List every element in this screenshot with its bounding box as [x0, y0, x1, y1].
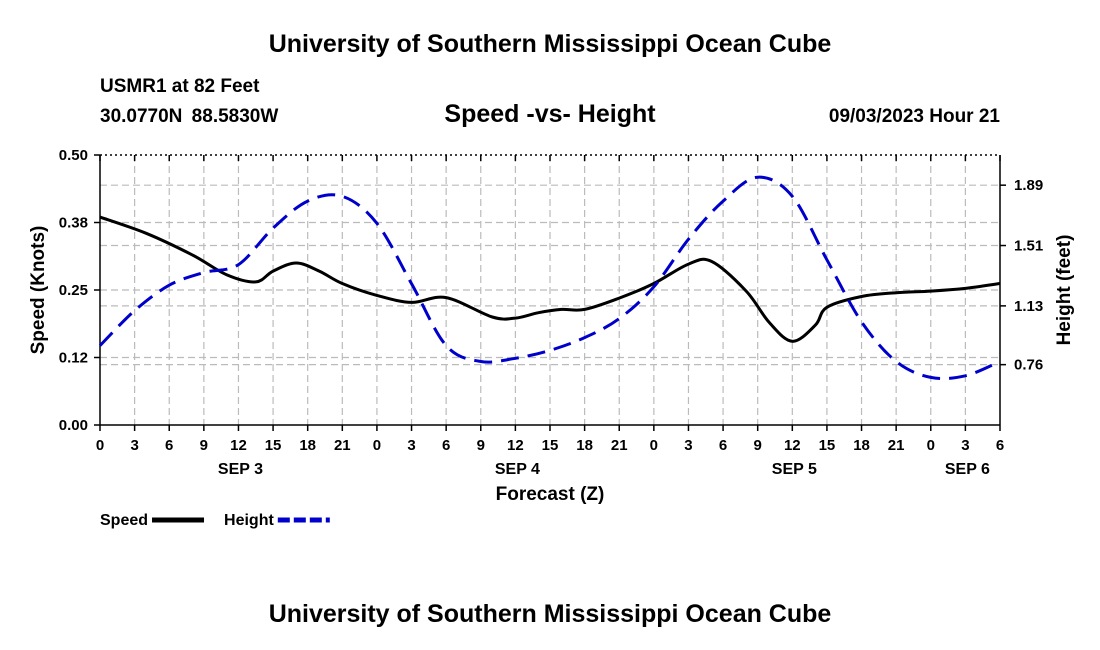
footer-title: University of Southern Mississippi Ocean…: [268, 600, 832, 628]
x-tick-label: 6: [719, 437, 727, 454]
station-coordinates: 30.0770N 88.5830W: [100, 106, 279, 127]
legend: Speed Height: [100, 512, 330, 529]
x-tick-label: 3: [407, 437, 415, 454]
x-tick-label: 6: [442, 437, 450, 454]
x-tick-label: 0: [373, 437, 381, 454]
x-tick-label: 9: [754, 437, 762, 454]
x-tick-label: 6: [996, 437, 1004, 454]
y-tick-label: 0.38: [59, 215, 88, 232]
series-line-speed: [99, 215, 1001, 343]
chart-title: Speed -vs- Height: [444, 100, 656, 128]
x-axis-title: Forecast (Z): [496, 484, 605, 505]
x-tick-label: 21: [334, 437, 351, 454]
y2-tick-label: 1.13: [1014, 298, 1043, 315]
date-label: SEP 3: [218, 461, 263, 478]
series-line-height: [98, 175, 1001, 381]
y-tick-label: 0.00: [59, 417, 88, 434]
x-tick-label: 21: [611, 437, 628, 454]
x-tick-label: 0: [927, 437, 935, 454]
grid-lines: [100, 155, 1000, 425]
forecast-datetime: 09/03/2023 Hour 21: [828, 106, 1000, 127]
x-tick-label: 15: [819, 437, 836, 454]
legend-label-speed: Speed: [100, 512, 148, 529]
x-tick-label: 12: [507, 437, 524, 454]
date-label: SEP 5: [772, 461, 817, 478]
series-lines: [98, 175, 1001, 381]
legend-label-height: Height: [224, 512, 274, 529]
date-label: SEP 4: [495, 461, 540, 478]
chart-main-title: University of Southern Mississippi Ocean…: [268, 30, 832, 58]
y-axis-title: Speed (Knots): [28, 226, 49, 355]
x-tick-label: 15: [542, 437, 559, 454]
x-tick-label: 21: [888, 437, 905, 454]
y2-axis-title: Height (feet): [1054, 235, 1075, 346]
y2-tick-label: 0.76: [1014, 357, 1043, 374]
y2-tick-label: 1.51: [1014, 238, 1043, 255]
x-tick-label: 3: [961, 437, 969, 454]
x-tick-label: 0: [650, 437, 658, 454]
x-tick-label: 9: [477, 437, 485, 454]
x-tick-label: 3: [684, 437, 692, 454]
x-tick-label: 3: [130, 437, 138, 454]
axis-labels: 0 3 6 9 12 15 18 21 0 3 6 9 12 15 18 21 0 3 6 9 12 15 18 21 0 3 6S…: [28, 147, 1075, 505]
axes: [94, 154, 1006, 431]
station-label: USMR1 at 82 Feet: [100, 76, 260, 97]
x-tick-label: 12: [230, 437, 247, 454]
y2-tick-label: 1.89: [1014, 177, 1043, 194]
x-tick-label: 18: [853, 437, 870, 454]
x-tick-label: 18: [576, 437, 593, 454]
x-tick-label: 12: [784, 437, 801, 454]
y-tick-label: 0.25: [59, 282, 88, 299]
y-tick-label: 0.50: [59, 147, 88, 164]
x-tick-label: 15: [265, 437, 282, 454]
x-tick-label: 0: [96, 437, 104, 454]
x-tick-label: 9: [200, 437, 208, 454]
x-tick-label: 18: [299, 437, 316, 454]
x-tick-label: 6: [165, 437, 173, 454]
y-tick-label: 0.12: [59, 350, 88, 367]
date-label: SEP 6: [945, 461, 990, 478]
